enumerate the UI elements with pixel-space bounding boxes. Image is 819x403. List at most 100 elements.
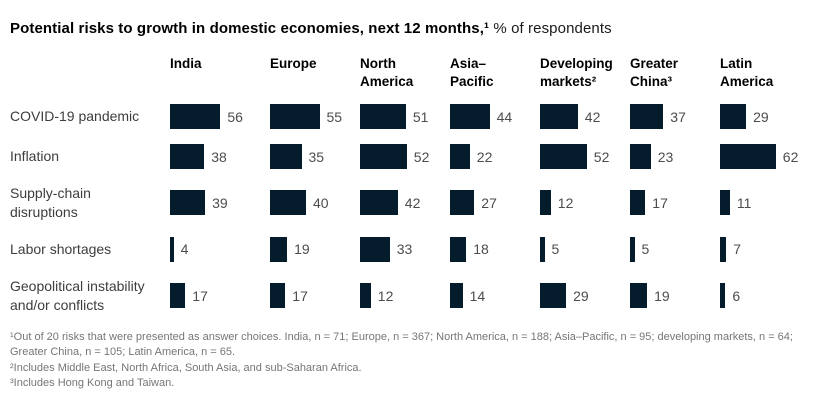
bar-cell: 12 bbox=[540, 190, 630, 216]
bar bbox=[450, 283, 463, 309]
bar-value-label: 52 bbox=[593, 148, 610, 165]
bar bbox=[170, 190, 206, 216]
bar bbox=[720, 236, 727, 262]
column-header-india: India bbox=[170, 56, 202, 71]
bar-value-label: 38 bbox=[211, 148, 227, 165]
footnote-2: ²Includes Middle East, North Africa, Sou… bbox=[10, 361, 362, 374]
bar bbox=[630, 104, 664, 130]
bar-cell: 4 bbox=[170, 236, 270, 262]
bar-cell: 12 bbox=[360, 283, 450, 309]
bar-cell: 42 bbox=[360, 190, 450, 216]
chart-rows: COVID-19 pandemic 56 55 51 44 42 37 29 Inflation… bbox=[10, 104, 811, 315]
bar-value-label: 17 bbox=[652, 194, 668, 211]
footnote-1: ¹Out of 20 risks that were presented as … bbox=[10, 330, 793, 359]
bar bbox=[630, 190, 646, 216]
bar-cell: 19 bbox=[270, 236, 360, 262]
bar-cell: 33 bbox=[360, 236, 450, 262]
bar bbox=[270, 190, 306, 216]
bar-value-label: 14 bbox=[469, 287, 486, 304]
bar-cell: 51 bbox=[360, 104, 450, 130]
bar-value-label: 42 bbox=[404, 194, 421, 211]
chart-row: Geopolitical instability and/or conflict… bbox=[10, 277, 811, 315]
bar-cell: 44 bbox=[450, 104, 540, 130]
bar-value-label: 17 bbox=[292, 287, 308, 304]
bar bbox=[540, 144, 587, 170]
bar bbox=[170, 283, 186, 309]
bar-cell: 17 bbox=[630, 190, 720, 216]
bar-cell: 17 bbox=[270, 283, 360, 309]
bar-value-label: 18 bbox=[473, 241, 489, 258]
bar-value-label: 33 bbox=[396, 241, 413, 258]
bar-value-label: 40 bbox=[313, 194, 329, 211]
bar-cell: 42 bbox=[540, 104, 630, 130]
bar-cell: 11 bbox=[720, 190, 809, 216]
bar-cell: 55 bbox=[270, 104, 360, 130]
bar bbox=[170, 104, 221, 130]
page-title: Potential risks to growth in domestic ec… bbox=[10, 20, 811, 37]
bar-value-label: 55 bbox=[326, 108, 343, 125]
bar-cell: 40 bbox=[270, 190, 360, 216]
bar bbox=[270, 283, 286, 309]
bar bbox=[270, 144, 302, 170]
bar bbox=[540, 190, 551, 216]
row-label: COVID-19 pandemic bbox=[10, 108, 140, 125]
title-bold-text: Potential risks to growth in domestic ec… bbox=[10, 20, 490, 37]
bar-cell: 5 bbox=[540, 236, 630, 262]
bar bbox=[630, 144, 651, 170]
bar bbox=[270, 236, 288, 262]
column-header-north-america: North America bbox=[360, 56, 414, 89]
bar-cell: 18 bbox=[450, 236, 540, 262]
bar-value-label: 12 bbox=[557, 194, 574, 211]
bar bbox=[630, 236, 635, 262]
bar-cell: 35 bbox=[270, 144, 360, 170]
bar-value-label: 22 bbox=[476, 148, 493, 165]
bar bbox=[720, 283, 726, 309]
bar bbox=[270, 104, 320, 130]
bar-value-label: 29 bbox=[573, 287, 589, 304]
bar-cell: 37 bbox=[630, 104, 720, 130]
bar bbox=[630, 283, 648, 309]
bar bbox=[360, 283, 371, 309]
bar-value-label: 39 bbox=[212, 194, 228, 211]
bar-cell: 29 bbox=[540, 283, 630, 309]
bar-value-label: 35 bbox=[308, 148, 325, 165]
bar-value-label: 6 bbox=[732, 287, 741, 304]
row-label: Inflation bbox=[10, 148, 60, 165]
bar-value-label: 19 bbox=[294, 241, 310, 258]
bar-value-label: 27 bbox=[481, 194, 497, 211]
bar bbox=[360, 236, 390, 262]
bar bbox=[450, 144, 470, 170]
chart-row: COVID-19 pandemic 56 55 51 44 42 37 29 bbox=[10, 104, 811, 130]
column-headers: India Europe North America Asia–Pacific Deve… bbox=[10, 55, 811, 90]
bar bbox=[360, 190, 398, 216]
bar-value-label: 12 bbox=[377, 287, 394, 304]
bar-value-label: 5 bbox=[641, 241, 650, 258]
footnotes: ¹Out of 20 risks that were presented as … bbox=[10, 330, 811, 392]
bar-value-label: 17 bbox=[192, 287, 208, 304]
column-header-greater-china: Greater China³ bbox=[630, 56, 679, 89]
bar bbox=[720, 104, 747, 130]
bar-value-label: 51 bbox=[412, 108, 429, 125]
row-label: Supply-chain disruptions bbox=[10, 185, 91, 220]
bar-cell: 23 bbox=[630, 144, 720, 170]
bar-cell: 39 bbox=[170, 190, 270, 216]
bar-cell: 29 bbox=[720, 104, 809, 130]
bar-value-label: 37 bbox=[670, 108, 686, 125]
bar bbox=[540, 236, 545, 262]
row-label: Geopolitical instability and/or conflict… bbox=[10, 277, 145, 313]
bar-cell: 17 bbox=[170, 283, 270, 309]
bar bbox=[450, 104, 490, 130]
bar-value-label: 23 bbox=[657, 148, 674, 165]
footnote-3: ³Includes Hong Kong and Taiwan. bbox=[10, 377, 175, 390]
chart-row: Labor shortages 4 19 33 18 5 5 7 bbox=[10, 236, 811, 262]
bar-value-label: 29 bbox=[753, 108, 769, 125]
bar-cell: 5 bbox=[630, 236, 720, 262]
column-header-latin-america: Latin America bbox=[720, 56, 774, 89]
bar-cell: 22 bbox=[450, 144, 540, 170]
bar bbox=[540, 283, 567, 309]
bar bbox=[170, 236, 174, 262]
bar-cell: 6 bbox=[720, 283, 809, 309]
bar-value-label: 44 bbox=[496, 108, 513, 125]
bar bbox=[540, 104, 578, 130]
bar-value-label: 52 bbox=[413, 148, 430, 165]
